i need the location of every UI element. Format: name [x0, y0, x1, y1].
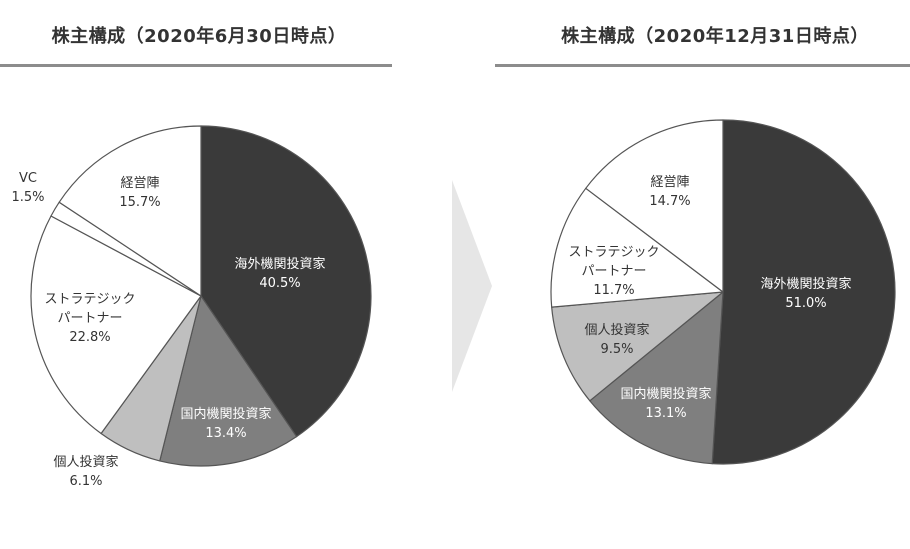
pie-slice-overseas — [711, 119, 896, 465]
pie-slice-strategic — [30, 215, 202, 435]
pie-slice-management — [585, 119, 724, 293]
slice-label-overseas: 海外機関投資家 40.5% — [234, 256, 325, 291]
slice-name-text: ストラテジック — [44, 292, 135, 307]
chart-title-december: 株主構成（2020年12月31日時点） — [561, 26, 869, 47]
slice-value-text: 11.7% — [593, 283, 634, 298]
slice-name-text: 個人投資家 — [53, 454, 118, 470]
slice-value-text: 6.1% — [69, 474, 102, 489]
slice-label-overseas: 海外機関投資家 51.0% — [760, 276, 851, 311]
slice-label-domestic: 国内機関投資家 13.4% — [180, 406, 271, 441]
title-underline-june — [0, 64, 392, 67]
slice-value-text: 1.5% — [11, 190, 44, 205]
slice-value-text: 51.0% — [785, 296, 826, 311]
pie-slice-management — [58, 125, 202, 297]
slice-label-vc: VC 1.5% — [11, 171, 44, 205]
slice-name-text: 海外機関投資家 — [760, 276, 851, 292]
slice-name-text: 経営陣 — [650, 175, 689, 190]
slice-label-strategic: ストラテジックパートナー 22.8% — [44, 292, 135, 345]
slice-label-management: 経営陣 15.7% — [119, 176, 160, 210]
title-underline-december — [495, 64, 910, 67]
slice-name-text: VC — [19, 171, 37, 186]
slice-name-text: 国内機関投資家 — [620, 386, 711, 402]
slice-value-text: 22.8% — [69, 330, 110, 345]
slice-value-text: 9.5% — [600, 342, 633, 357]
slice-name-text: 海外機関投資家 — [234, 256, 325, 272]
pie-chart-december: 海外機関投資家 51.0% 国内機関投資家 13.1% 個人投資家 9.5% ストラテジック… — [550, 119, 896, 465]
transition-arrow-icon — [452, 180, 492, 392]
slice-name-text: 経営陣 — [120, 176, 159, 191]
slice-label-individual: 個人投資家 9.5% — [584, 322, 649, 357]
slice-name-text: 国内機関投資家 — [180, 406, 271, 422]
slice-label-strategic: ストラテジックパートナー 11.7% — [568, 245, 659, 298]
slice-name-text: ストラテジック — [568, 245, 659, 260]
slice-value-text: 14.7% — [649, 194, 690, 209]
slice-name-text: パートナー — [581, 264, 646, 279]
chart-title-june: 株主構成（2020年6月30日時点） — [51, 26, 347, 47]
slice-value-text: 40.5% — [259, 276, 300, 291]
slice-value-text: 13.1% — [645, 406, 686, 421]
pie-slice-domestic — [589, 291, 724, 465]
slice-name-text: パートナー — [57, 311, 122, 326]
pie-chart-june: 海外機関投資家 40.5% 国内機関投資家 13.4% 個人投資家 6.1% ストラテジック… — [11, 125, 372, 489]
slice-value-text: 15.7% — [119, 195, 160, 210]
pie-slice-strategic — [550, 187, 724, 308]
slice-value-text: 13.4% — [205, 426, 246, 441]
pie-slice-domestic — [159, 295, 298, 467]
pie-slice-overseas — [200, 125, 372, 438]
slice-label-domestic: 国内機関投資家 13.1% — [620, 386, 711, 421]
pie-slice-individual — [551, 291, 724, 402]
slice-label-management: 経営陣 14.7% — [649, 175, 690, 209]
slice-label-individual: 個人投資家 6.1% — [53, 454, 118, 489]
slice-name-text: 個人投資家 — [584, 322, 649, 338]
